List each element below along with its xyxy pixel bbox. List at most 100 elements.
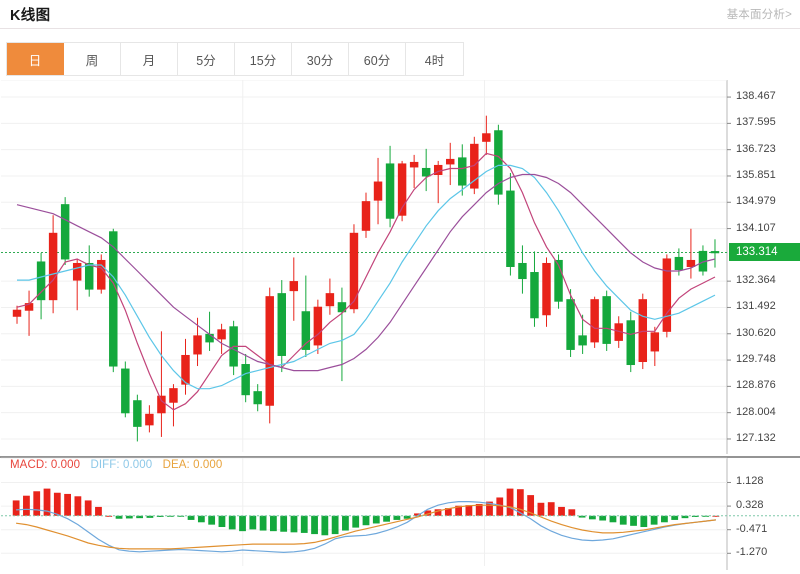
ma-line-ma5 [16,152,716,411]
tab-6[interactable]: 60分 [349,43,406,75]
macd-bar [527,495,535,516]
candle-body [518,262,527,280]
price-axis-label-8: 131.492 [736,300,776,313]
price-axis-label-3: 135.851 [736,168,776,181]
macd-bar [125,515,133,519]
macd-bar [146,515,154,518]
price-axis-label-13: 127.132 [736,431,776,444]
macd-bar [136,515,144,519]
macd-bar [269,515,277,532]
macd-bar [259,515,267,531]
macd-bar [424,510,432,516]
candle-body [277,293,286,356]
candle-body [97,259,106,290]
macd-bar [115,515,123,519]
candle-body [145,413,154,426]
macd-bar [352,515,360,528]
candle-body [482,133,491,142]
macd-bar [506,488,514,516]
candle-body [446,158,455,165]
macd-bar [465,505,473,516]
candle-body [506,190,515,267]
macd-bar [671,515,679,520]
macd-bar [74,496,82,516]
candle-body [494,130,503,195]
macd-bar [661,515,668,523]
candle-body [241,364,250,396]
candle-body [193,335,202,355]
page-title: K线图 [10,7,51,24]
candle-body [578,335,587,346]
macd-bar [187,515,195,520]
tab-5[interactable]: 30分 [292,43,349,75]
candle-body [253,391,262,405]
candle-body [421,167,431,177]
macd-bar [691,515,699,517]
candle-body [361,201,371,231]
macd-bar [537,502,545,516]
macd-bar [547,502,555,516]
candle-body [181,354,190,385]
macd-bar [568,509,576,516]
macd-bar [383,515,390,522]
macd-bar [630,515,637,526]
macd-bar [475,503,483,516]
candle-body [217,329,226,340]
candle-body [710,251,720,254]
macd-bar [33,491,41,516]
candle-body [169,388,178,403]
price-axis-label-10: 129.748 [736,353,776,366]
macd-bar [516,489,524,516]
tab-3[interactable]: 5分 [178,43,235,75]
macd-bar [650,515,658,525]
candle-body [157,395,166,414]
macd-bar [249,515,257,530]
price-axis-label-4: 134.979 [736,195,776,208]
macd-bar [434,509,442,516]
macd-bar [43,488,51,516]
price-axis-label-12: 128.004 [736,405,776,418]
candle-body [385,163,395,219]
macd-bar [712,515,720,517]
macd-bar [239,515,246,532]
macd-axis-label-3: -1.270 [736,546,768,559]
macd-bar [444,508,452,516]
fundamental-analysis-link[interactable]: 基本面分析> [726,9,792,21]
macd-legend: MACD: 0.000 DIFF: 0.000 DEA: 0.000 [10,459,229,471]
candle-body [674,256,684,271]
macd-bar [84,500,92,516]
macd-value-legend: MACD: 0.000 [10,459,81,471]
kline-chart[interactable] [0,80,800,574]
tab-0[interactable]: 日 [7,43,64,75]
candle-body [397,163,407,216]
macd-bar [156,515,164,517]
candle-body [530,272,539,319]
period-tabbar[interactable]: 日周月 5分 15分 30分 60分 4时 [6,42,464,76]
tab-4[interactable]: 15分 [235,43,292,75]
candle-body [84,262,94,290]
macd-bar [280,515,288,532]
tab-2[interactable]: 月 [121,43,178,75]
price-axis-label-5: 134.107 [736,221,776,234]
candle-body [638,299,648,363]
macd-bar [372,515,380,524]
ma-line-ma10 [17,164,716,390]
candle-series [12,115,720,442]
price-axis-label-1: 137.595 [736,116,776,129]
ma-line-ma20 [16,173,716,372]
macd-histogram [12,488,720,536]
macd-bar [640,515,648,528]
macd-bar [681,515,689,519]
candle-body [121,368,130,414]
candle-body [686,259,696,267]
candle-body [265,296,274,406]
macd-bar [496,497,504,516]
macd-bar [321,515,329,536]
price-axis-label-2: 136.723 [736,142,776,155]
macd-bar [290,515,298,533]
macd-bar [53,492,61,516]
tab-1[interactable]: 周 [64,43,121,75]
tab-7[interactable]: 4时 [406,43,463,75]
macd-line-diff [16,501,716,554]
